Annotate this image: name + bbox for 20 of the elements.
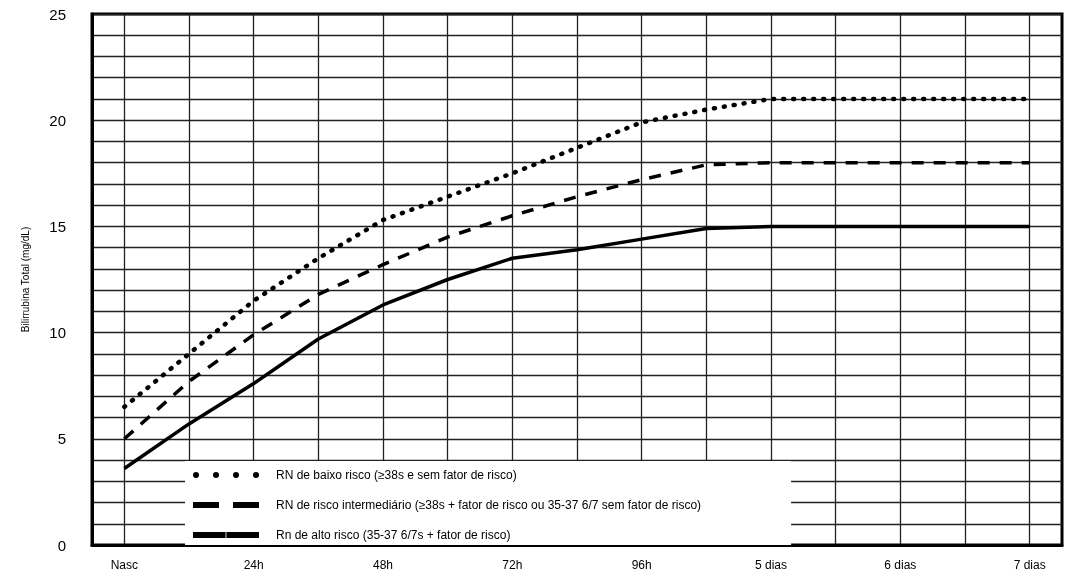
x-tick-label: 72h	[502, 558, 523, 572]
x-tick-label: 6 dias	[884, 558, 917, 572]
y-tick-label: 10	[49, 324, 66, 342]
y-tick-label: 0	[57, 536, 66, 554]
x-tick-label: 24h	[243, 558, 264, 572]
x-tick-label: Nasc	[110, 558, 139, 572]
x-tick-label: 7 dias	[1013, 558, 1046, 572]
y-tick-label: 15	[49, 217, 66, 235]
legend-label: Rn de alto risco (35-37 6/7s + fator de risco)	[276, 528, 511, 542]
x-tick-label: 48h	[372, 558, 394, 572]
y-tick-label: 20	[49, 111, 66, 129]
legend-label: RN de baixo risco (≥38s e sem fator de risco)	[276, 468, 517, 482]
x-tick-label: 5 dias	[754, 558, 788, 572]
y-tick-label: 25	[49, 5, 66, 23]
y-tick-label: 5	[57, 430, 66, 448]
x-tick-label: 96h	[631, 558, 652, 572]
y-axis-title: Bilirrubina Total (mg/dL)	[19, 226, 31, 333]
line-series	[122, 160, 1032, 441]
legend-label: RN de risco intermediário (≥38s + fator de risco ou 35-37 6/7 sem fator de risco)	[276, 498, 702, 512]
line-series	[122, 224, 1032, 471]
